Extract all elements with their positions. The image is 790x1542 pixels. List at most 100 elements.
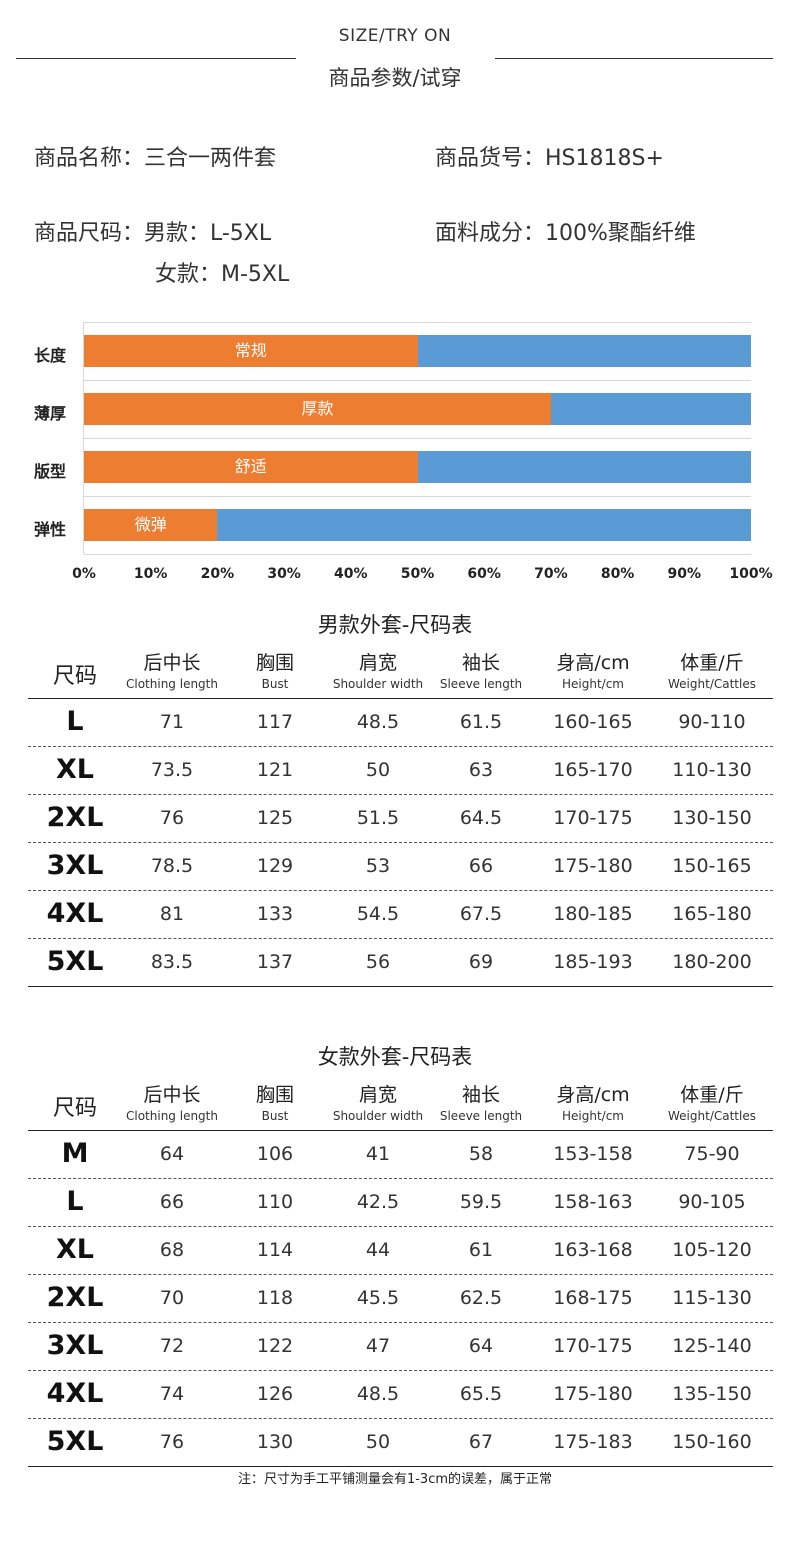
row-divider <box>28 1466 773 1467</box>
column-header-en: Sleeve length <box>439 677 523 691</box>
table-cell: 72 <box>159 1335 185 1357</box>
chart-x-tick-label: 70% <box>534 566 568 582</box>
table-cell: 53 <box>365 855 391 877</box>
column-header-cn: 体重/斤 <box>680 1084 744 1106</box>
size-cell: 2XL <box>46 1282 104 1313</box>
table-cell: 130-150 <box>672 807 752 829</box>
header-rule-left <box>16 58 296 59</box>
row-divider <box>28 842 773 843</box>
table-cell: 110 <box>256 1191 294 1213</box>
table-cell: 168-175 <box>553 1287 633 1309</box>
table-cell: 63 <box>468 759 494 781</box>
chart-x-tick-label: 90% <box>667 566 702 582</box>
chart-x-tick-label: 100% <box>729 566 773 582</box>
row-divider <box>28 1178 773 1179</box>
column-header-en: Bust <box>261 1109 289 1123</box>
table-cell: 83.5 <box>150 951 194 973</box>
chart-x-tick-label: 80% <box>600 566 635 582</box>
table-cell: 133 <box>256 903 294 925</box>
table-cell: 73.5 <box>150 759 194 781</box>
chart-row-divider <box>84 322 751 323</box>
product-name: 商品名称：三合一两件套 <box>34 146 277 171</box>
column-header-cn: 体重/斤 <box>680 652 744 674</box>
column-header-en: Sleeve length <box>439 1109 523 1123</box>
table-cell: 59.5 <box>459 1191 503 1213</box>
table-cell: 67.5 <box>459 903 503 925</box>
column-header-cn: 胸围 <box>255 652 294 674</box>
column-header-cn: 袖长 <box>461 652 500 674</box>
table-cell: 180-185 <box>553 903 633 925</box>
size-column-header: 尺码 <box>52 664 97 689</box>
fabric-composition: 面料成分：100%聚酯纤维 <box>435 221 696 246</box>
table-cell: 48.5 <box>356 711 400 733</box>
column-header-cn: 肩宽 <box>358 1084 397 1106</box>
column-header-en: Shoulder width <box>332 1109 424 1123</box>
column-header-en: Weight/Cattles <box>668 1109 756 1123</box>
chart-row-divider <box>84 380 751 381</box>
chart-x-tick-label: 30% <box>267 566 301 582</box>
table-cell: 126 <box>256 1383 294 1405</box>
header-rule-right <box>495 58 773 59</box>
table-cell: 106 <box>256 1143 294 1165</box>
column-header-cn: 后中长 <box>143 652 201 674</box>
chart-bar-value <box>84 451 418 483</box>
row-divider <box>28 1226 773 1227</box>
table-cell: 137 <box>256 951 294 973</box>
table-cell: 160-165 <box>553 711 633 733</box>
size-column-header: 尺码 <box>52 1096 97 1121</box>
column-header-cn: 袖长 <box>461 1084 500 1106</box>
size-cell: XL <box>55 1234 95 1265</box>
table-cell: 165-170 <box>553 759 633 781</box>
row-divider <box>28 938 773 939</box>
size-cell: 4XL <box>46 898 104 929</box>
column-header-en: Clothing length <box>126 1109 218 1123</box>
chart-row-divider <box>84 496 751 497</box>
table-cell: 121 <box>256 759 294 781</box>
row-divider <box>28 1370 773 1371</box>
table-cell: 50 <box>365 759 391 781</box>
table-cell: 125 <box>256 807 294 829</box>
table-cell: 175-180 <box>553 1383 633 1405</box>
table-cell: 42.5 <box>356 1191 400 1213</box>
table-cell: 74 <box>159 1383 185 1405</box>
table-cell: 170-175 <box>553 1335 633 1357</box>
table-cell: 61.5 <box>459 711 503 733</box>
size-cell: 5XL <box>46 946 104 977</box>
table-cell: 165-180 <box>672 903 752 925</box>
table-cell: 56 <box>365 951 391 973</box>
size-cell: L <box>66 1186 84 1217</box>
table-cell: 90-105 <box>678 1191 746 1213</box>
header-english-title: SIZE/TRY ON <box>338 26 452 46</box>
table-cell: 150-165 <box>672 855 752 877</box>
size-cell: M <box>61 1138 89 1169</box>
size-cell: 3XL <box>46 850 104 881</box>
chart-category-label: 长度 <box>34 346 67 365</box>
size-cell: 5XL <box>46 1426 104 1457</box>
table-title: 女款外套-尺码表 <box>317 1045 473 1069</box>
table-cell: 61 <box>468 1239 494 1261</box>
column-header-en: Bust <box>261 677 289 691</box>
row-divider <box>28 1274 773 1275</box>
chart-x-tick-label: 50% <box>400 566 435 582</box>
row-divider <box>28 986 773 987</box>
table-cell: 158-163 <box>553 1191 633 1213</box>
table-cell: 64 <box>468 1335 494 1357</box>
chart-x-tick-label: 40% <box>334 566 368 582</box>
table-cell: 115-130 <box>672 1287 752 1309</box>
column-header-cn: 胸围 <box>255 1084 294 1106</box>
chart-row-divider <box>84 554 751 555</box>
size-cell: 2XL <box>46 802 104 833</box>
table-cell: 47 <box>365 1335 391 1357</box>
chart-category-label: 弹性 <box>34 520 67 539</box>
size-cell: 3XL <box>46 1330 104 1361</box>
table-cell: 129 <box>256 855 294 877</box>
table-cell: 170-175 <box>553 807 633 829</box>
table-cell: 130 <box>256 1431 294 1453</box>
size-cell: L <box>66 706 84 737</box>
chart-bar-label: 舒适 <box>234 457 267 476</box>
table-cell: 48.5 <box>356 1383 400 1405</box>
table-cell: 175-183 <box>553 1431 633 1453</box>
chart-category-label: 版型 <box>34 462 67 481</box>
table-cell: 65.5 <box>459 1383 503 1405</box>
table-cell: 54.5 <box>356 903 400 925</box>
